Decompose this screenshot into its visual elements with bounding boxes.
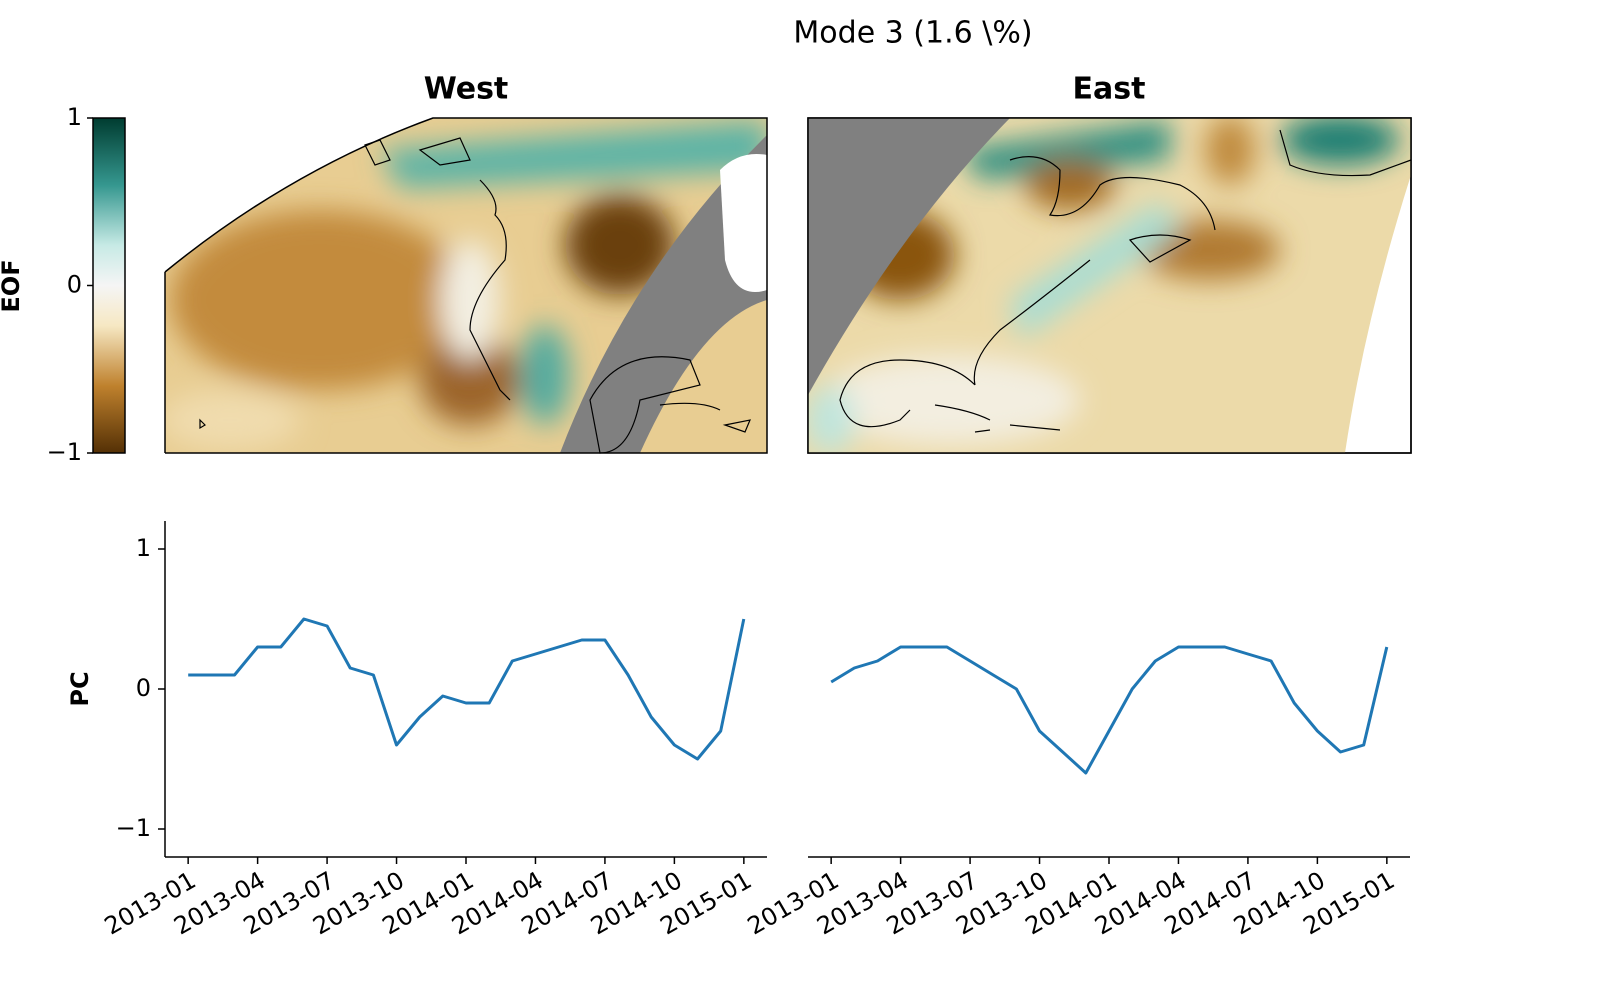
colorbar-tick-label: 1 (67, 103, 82, 131)
pc-line (830, 645, 1389, 775)
colorbar (92, 117, 126, 454)
map-east (807, 117, 1412, 454)
map-title: West (424, 72, 509, 107)
colorbar-tick-label: −1 (47, 438, 82, 466)
y-axis-label: PC (66, 671, 94, 706)
colorbar-label: EOF (0, 259, 25, 312)
figure-title: Mode 3 (1.6 \%) (793, 16, 1032, 51)
map-title: East (1073, 72, 1146, 107)
y-tick-label: −1 (116, 814, 151, 842)
map-west (164, 117, 768, 454)
y-tick-label: 1 (136, 534, 151, 562)
y-tick-label: 0 (136, 674, 151, 702)
colorbar-tick-label: 0 (67, 271, 82, 299)
colorbar-ticks: −1 0 1 (47, 103, 93, 466)
pc-line (188, 617, 746, 761)
